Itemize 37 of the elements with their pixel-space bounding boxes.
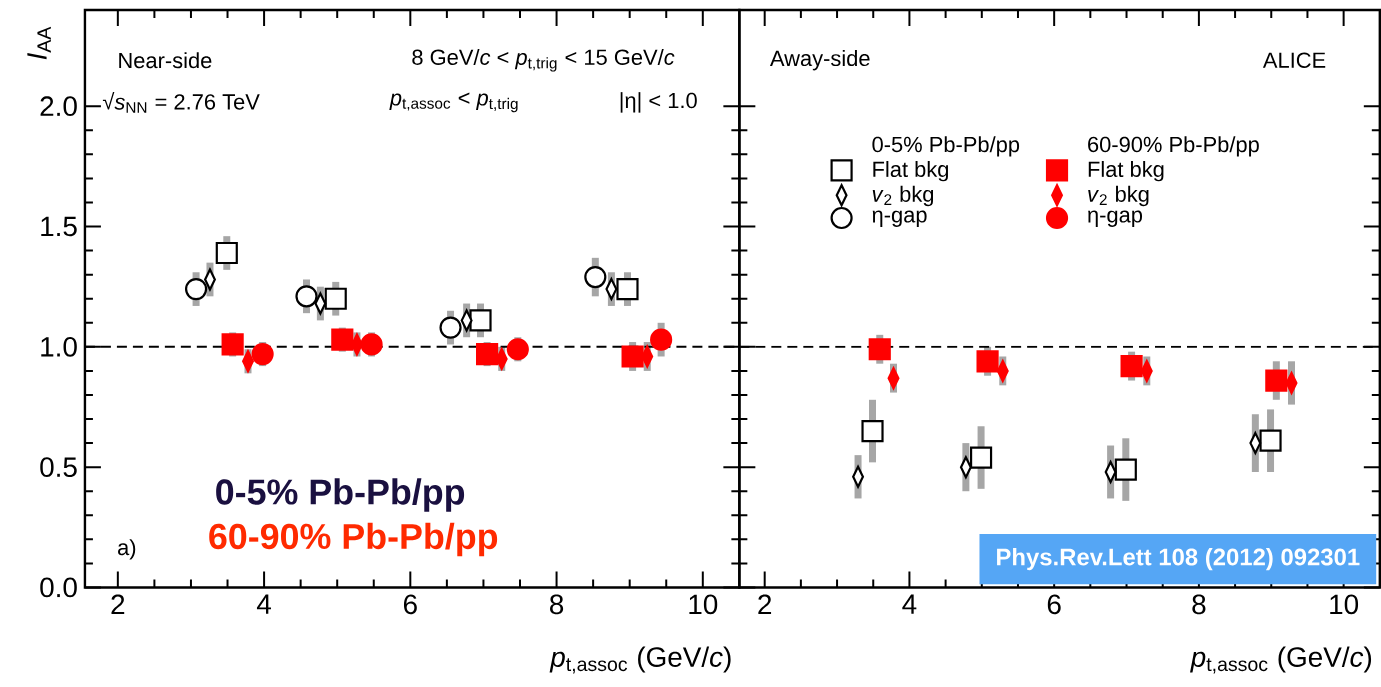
x-axis-title: p$_{t,assoc}$ (GeV/c) [1190, 646, 1372, 674]
annotation: 8 GeV/c < p$_{t,trig}$ < 15 GeV/c [412, 48, 675, 72]
x-tick-label: 2 [111, 594, 125, 614]
annotation: p$_{t,assoc}$ < p$_{t,trig}$ [389, 92, 518, 112]
annotation: 0-5% Pb-Pb/pp [872, 135, 1020, 157]
legend-label: η-gap [1088, 210, 1143, 227]
annotation: Phys.Rev.Lett 108 (2012) 092301 [997, 547, 1360, 571]
legend-label: Flat bkg [1088, 160, 1164, 182]
x-tick-label: 6 [403, 594, 417, 615]
x-axis-title: p$_{t,assoc}$ (GeV/c) [549, 646, 731, 674]
y-tick-label: 0.5 [40, 457, 77, 477]
legend-label: v$_{2}$ bkg [872, 185, 934, 206]
legend-label: Flat bkg [873, 160, 949, 182]
y-tick-label: 0.0 [40, 577, 77, 598]
annotation: ALICE [1262, 52, 1326, 68]
x-tick-label: 2 [758, 594, 772, 614]
annotation: |η| < 1.0 [620, 91, 697, 113]
x-tick-label: 10 [1330, 594, 1359, 615]
x-tick-label: 4 [902, 594, 917, 614]
annotation: Away-side [769, 49, 870, 71]
annotation: 60-90% Pb-Pb/pp [209, 522, 498, 557]
annotation: √s$_{NN}$ = 2.76 TeV [102, 91, 260, 113]
x-tick-label: 10 [689, 594, 718, 615]
x-tick-label: 6 [1047, 594, 1061, 615]
y-tick-label: 2.0 [40, 96, 77, 116]
y-tick-label: 1.5 [41, 216, 77, 237]
annotation: a) [118, 538, 136, 560]
x-tick-label: 8 [550, 594, 564, 615]
x-tick-label: 4 [256, 594, 272, 614]
annotation: 0-5% Pb-Pb/pp [216, 478, 465, 512]
x-tick-label: 8 [1192, 594, 1206, 615]
annotation: Near-side [119, 52, 212, 69]
legend-label: η-gap [872, 210, 927, 227]
legend-label: v$_{2}$ bkg [1088, 185, 1149, 206]
y-axis-title: I$_{AA}$ [27, 26, 51, 60]
y-tick-label: 1.0 [41, 336, 77, 357]
annotation: 60-90% Pb-Pb/pp [1088, 135, 1259, 157]
